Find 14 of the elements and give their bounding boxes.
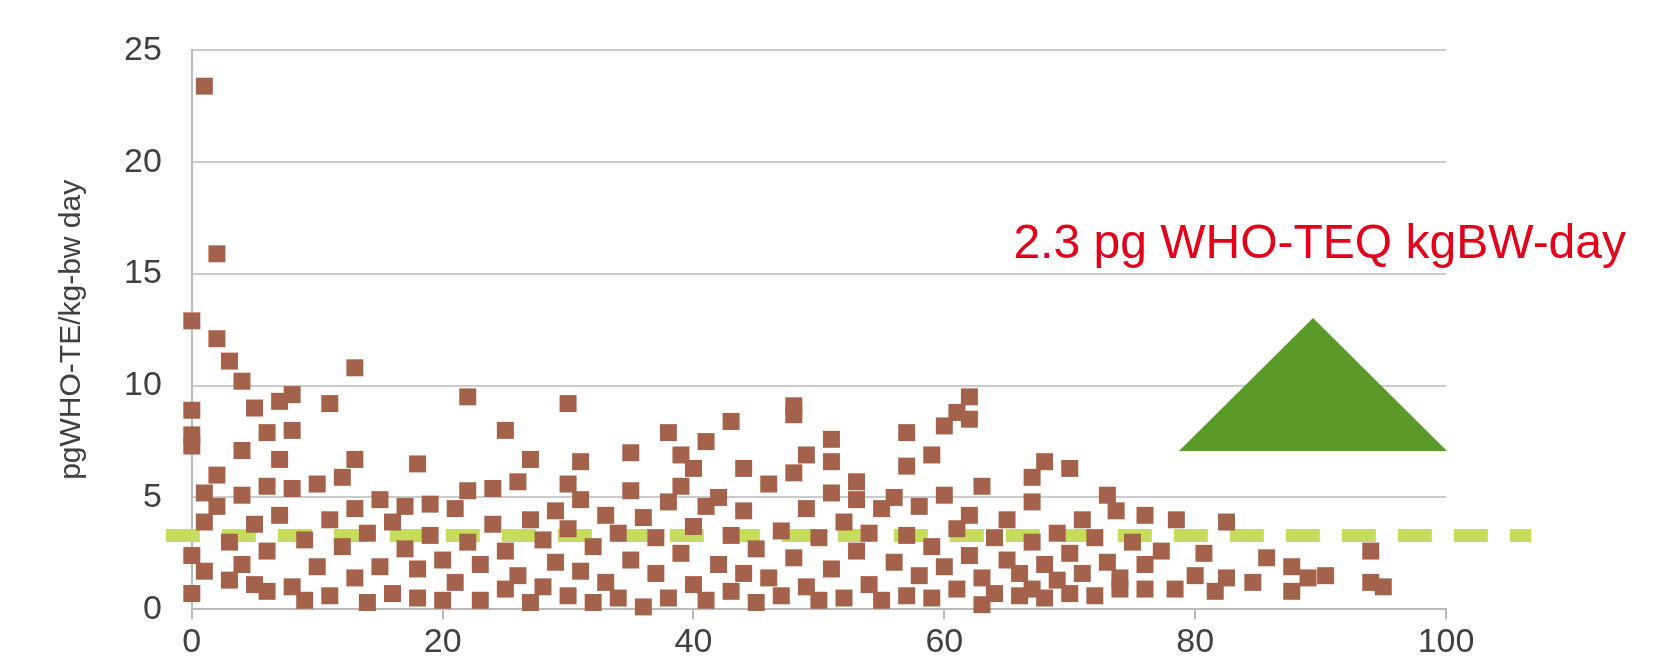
x-tick-label: 20: [423, 620, 462, 659]
y-tick-label: 25: [123, 28, 162, 67]
y-tick-label: 0: [142, 587, 162, 626]
x-tick-label: 80: [1176, 620, 1215, 659]
y-axis-title: pgWHO-TE/kg-bw day: [53, 179, 87, 480]
y-tick-label: 15: [123, 252, 162, 291]
y-tick-label: 10: [123, 364, 162, 403]
x-tick-label: 40: [674, 620, 713, 659]
y-tick-label: 5: [142, 475, 162, 514]
x-tick-label: 0: [182, 620, 202, 659]
x-tick-label: 100: [1417, 620, 1475, 659]
annotation: 2.3 pg WHO-TEQ kgBW-day: [1013, 215, 1626, 268]
y-tick-label: 20: [123, 140, 162, 179]
x-tick-label: 60: [925, 620, 964, 659]
